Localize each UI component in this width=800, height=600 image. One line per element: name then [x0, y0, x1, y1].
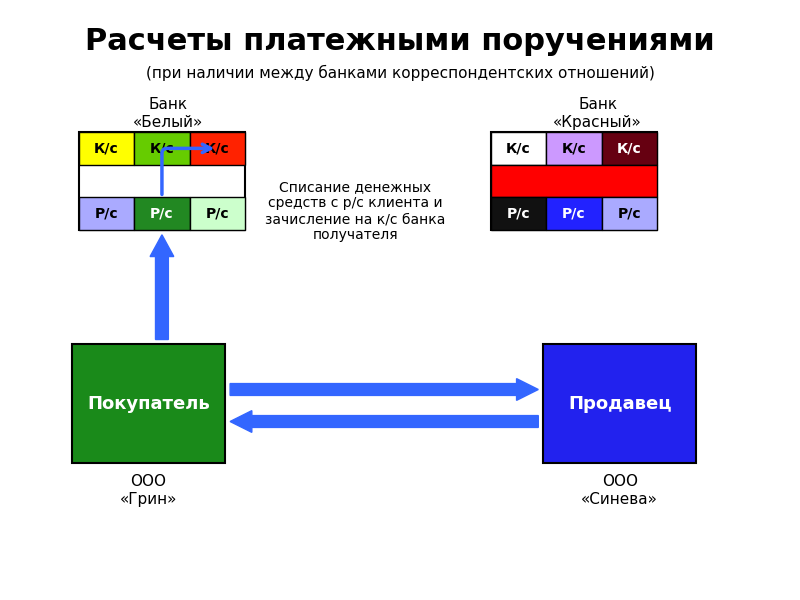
- Text: Р/с: Р/с: [506, 206, 530, 221]
- Bar: [602, 197, 657, 230]
- FancyArrow shape: [230, 410, 538, 433]
- Bar: [543, 344, 696, 463]
- Text: Банк
«Белый»: Банк «Белый»: [133, 97, 203, 130]
- Bar: [79, 197, 134, 230]
- Text: Р/с: Р/с: [95, 206, 118, 221]
- Text: ООО
«Грин»: ООО «Грин»: [120, 475, 178, 507]
- Bar: [190, 197, 245, 230]
- Text: К/с: К/с: [205, 142, 230, 155]
- Bar: [546, 197, 602, 230]
- Bar: [491, 132, 657, 230]
- Text: (при наличии между банками корреспондентских отношений): (при наличии между банками корреспондент…: [146, 65, 654, 81]
- Text: ООО
«Синева»: ООО «Синева»: [582, 475, 658, 507]
- Bar: [134, 197, 190, 230]
- Text: К/с: К/с: [506, 142, 531, 155]
- Text: К/с: К/с: [94, 142, 119, 155]
- Text: Банк
«Красный»: Банк «Красный»: [553, 97, 642, 130]
- Bar: [491, 132, 546, 164]
- Bar: [602, 132, 657, 164]
- Text: Р/с: Р/с: [618, 206, 641, 221]
- Text: Продавец: Продавец: [568, 395, 671, 413]
- FancyArrow shape: [150, 235, 174, 340]
- Bar: [72, 344, 225, 463]
- Text: К/с: К/с: [617, 142, 642, 155]
- Text: Покупатель: Покупатель: [87, 395, 210, 413]
- FancyArrow shape: [230, 379, 538, 400]
- Text: Р/с: Р/с: [562, 206, 586, 221]
- Text: Р/с: Р/с: [206, 206, 229, 221]
- Text: К/с: К/с: [150, 142, 174, 155]
- Bar: [546, 132, 602, 164]
- Bar: [134, 132, 190, 164]
- Bar: [491, 197, 546, 230]
- Text: Списание денежных
средств с р/с клиента и
зачисление на к/с банка
получателя: Списание денежных средств с р/с клиента …: [266, 180, 446, 242]
- Bar: [79, 132, 245, 230]
- Text: Расчеты платежными поручениями: Расчеты платежными поручениями: [85, 26, 715, 56]
- Text: К/с: К/с: [562, 142, 586, 155]
- Bar: [190, 132, 245, 164]
- Bar: [79, 132, 134, 164]
- Bar: [491, 164, 657, 197]
- Text: Р/с: Р/с: [150, 206, 174, 221]
